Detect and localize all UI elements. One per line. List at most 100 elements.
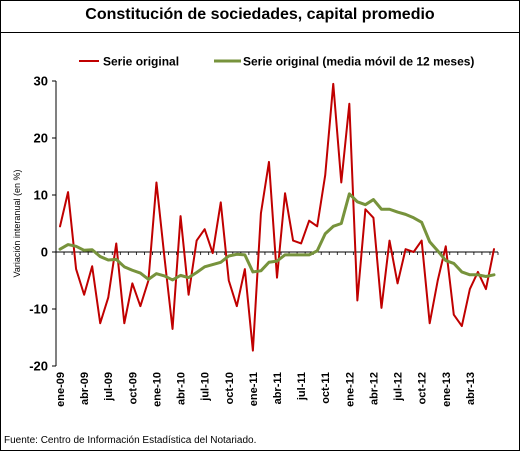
axes	[52, 80, 499, 367]
series-original-line	[59, 82, 495, 352]
series-moving-average-point	[252, 271, 254, 273]
series-original-point	[404, 248, 407, 250]
series-original-point	[413, 251, 415, 253]
x-tick-label: ene-09	[55, 372, 67, 407]
series-original-point	[75, 268, 77, 270]
series-moving-average-point	[107, 259, 109, 261]
series-moving-average-point	[220, 261, 222, 263]
series-original-point	[196, 240, 198, 242]
series-original-point	[324, 174, 326, 176]
series-original-point	[179, 215, 182, 217]
series-original-point	[372, 217, 375, 219]
title-box: Constitución de sociedades, capital prom…	[1, 1, 519, 33]
series-moving-average-point	[477, 274, 479, 276]
x-tick-label: ene-12	[344, 372, 356, 407]
series-original-point	[445, 245, 447, 247]
series-moving-average-point	[67, 243, 69, 246]
series-original-point	[139, 305, 141, 307]
series-moving-average-point	[340, 222, 342, 225]
source-note: Fuente: Centro de Información Estadístic…	[4, 435, 257, 446]
x-tick-label: ene-13	[441, 372, 453, 407]
series-original-point	[485, 288, 487, 290]
series-moving-average-point	[396, 211, 399, 213]
series-original-point	[364, 208, 366, 210]
series-original-point	[204, 228, 206, 230]
series-original-point	[236, 305, 238, 307]
series-original-point	[276, 277, 278, 279]
series-original-point	[348, 103, 350, 105]
series-original-point	[91, 265, 93, 267]
series-original-point	[340, 181, 342, 184]
legend-label-original: Serie original	[103, 55, 179, 69]
x-tick-label: abr-12	[368, 372, 380, 405]
series-moving-average-point	[236, 253, 238, 255]
series-original-point	[356, 299, 358, 302]
series-moving-average-point	[268, 261, 270, 263]
series-original-point	[131, 282, 133, 284]
y-tick-label: -10	[29, 302, 48, 317]
series-moving-average-point	[485, 275, 487, 278]
series-moving-average-point	[123, 266, 125, 268]
legend-label-moving-average: Serie original (media móvil de 12 meses)	[243, 55, 474, 69]
series-original-point	[260, 212, 262, 214]
series-moving-average-point	[292, 254, 294, 256]
series-original-point	[300, 242, 302, 245]
series-original-point	[380, 307, 383, 309]
series-original-point	[396, 282, 399, 284]
series-moving-average-point	[83, 249, 85, 251]
series-moving-average-point	[212, 263, 214, 266]
series-moving-average-point	[131, 269, 133, 271]
x-tick-label: oct-11	[320, 372, 332, 404]
series-moving-average-point	[348, 193, 350, 195]
series-moving-average-point	[139, 272, 141, 274]
x-tick-label: abr-09	[79, 372, 91, 405]
series-moving-average-point	[284, 254, 286, 256]
x-tick-label: ene-11	[248, 372, 260, 406]
x-tick-label: oct-10	[224, 372, 236, 404]
series-moving-average-point	[380, 208, 383, 210]
series-original-point	[332, 83, 334, 85]
series-original-point	[453, 314, 455, 316]
series-moving-average-point	[188, 277, 190, 279]
series-original-point	[115, 242, 117, 245]
x-tick-label: abr-11	[272, 372, 284, 404]
series-original-point	[292, 240, 294, 242]
chart-title: Constitución de sociedades, capital prom…	[85, 6, 435, 23]
series-moving-average-point	[91, 249, 93, 251]
series-moving-average-point	[228, 255, 230, 257]
y-tick-label: 10	[34, 188, 48, 203]
series-original-point	[212, 252, 214, 254]
series-moving-average-point	[421, 221, 423, 223]
series-original-point	[388, 240, 391, 242]
series-moving-average-point	[260, 270, 262, 272]
series-original-point	[83, 294, 85, 296]
series-original-point	[163, 257, 166, 259]
series-original-point	[67, 191, 69, 193]
series-layer	[58, 82, 496, 352]
series-original-point	[228, 279, 230, 282]
series-moving-average-point	[196, 271, 198, 274]
x-tick-label: abr-13	[465, 372, 477, 405]
x-tick-label: jul-09	[103, 372, 115, 402]
y-tick-label: -20	[29, 359, 48, 374]
series-moving-average-point	[115, 258, 117, 261]
series-moving-average-point	[244, 254, 246, 256]
x-tick-label: jul-12	[393, 372, 405, 402]
series-moving-average-point	[364, 204, 366, 206]
series-moving-average-point	[75, 245, 77, 247]
series-moving-average-point	[204, 266, 206, 268]
series-original-point	[188, 294, 190, 296]
series-moving-average-point	[316, 250, 318, 252]
x-tick-label: jul-11	[296, 372, 308, 401]
series-original-point	[59, 225, 61, 227]
series-original-point	[99, 322, 101, 324]
labels-layer: -20 -10 0 10 20 30 ene-09 abr-09 jul-09 oct-09 ene…	[12, 74, 477, 407]
series-original-point	[421, 240, 423, 242]
x-tick-label: oct-12	[417, 372, 429, 404]
series-moving-average-point	[155, 273, 158, 275]
series-original-point	[461, 325, 463, 327]
series-moving-average-point	[300, 254, 302, 256]
series-moving-average-point	[493, 274, 495, 276]
x-tick-label: ene-10	[151, 372, 163, 407]
